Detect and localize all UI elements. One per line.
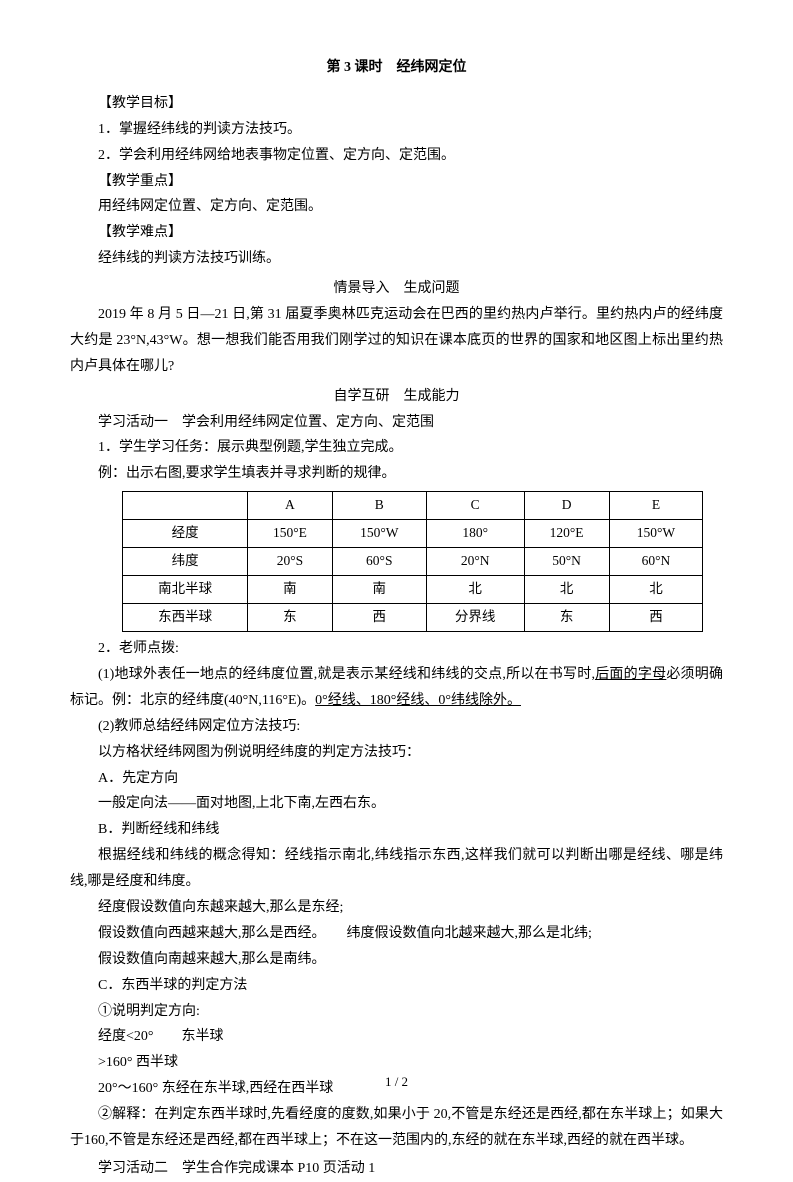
table-cell: 150°W bbox=[609, 520, 703, 548]
task-1: 1．学生学习任务：展示典型例题,学生独立完成。 bbox=[70, 435, 723, 461]
table-row: 经度 150°E 150°W 180° 120°E 150°W bbox=[123, 520, 703, 548]
step-b3: 假设数值向西越来越大,那么是西经。 纬度假设数值向北越来越大,那么是北纬; bbox=[70, 921, 723, 947]
table-cell: 东 bbox=[247, 604, 332, 632]
data-table: A B C D E 经度 150°E 150°W 180° 120°E 150°… bbox=[122, 491, 703, 632]
focus-text: 用经纬网定位置、定方向、定范围。 bbox=[70, 194, 723, 220]
objective-1: 1．掌握经纬线的判读方法技巧。 bbox=[70, 117, 723, 143]
table-cell: 150°E bbox=[247, 520, 332, 548]
heading-scene: 情景导入 生成问题 bbox=[70, 276, 723, 302]
table-cell: 分界线 bbox=[426, 604, 524, 632]
step-b4: 假设数值向南越来越大,那么是南纬。 bbox=[70, 947, 723, 973]
tip1-underline-2: 0°经线、180°经线、0°纬线除外。 bbox=[315, 693, 521, 708]
table-cell: 西 bbox=[609, 604, 703, 632]
step-c2: 经度<20° 东半球 bbox=[70, 1024, 723, 1050]
step-b2: 经度假设数值向东越来越大,那么是东经; bbox=[70, 895, 723, 921]
objective-2: 2．学会利用经纬网给地表事物定位置、定方向、定范围。 bbox=[70, 143, 723, 169]
page-number: 1 / 2 bbox=[0, 1070, 793, 1094]
tip1-text-a: (1)地球外表任一地点的经纬度位置,就是表示某经线和纬线的交点,所以在书写时, bbox=[98, 667, 595, 682]
table-cell: 50°N bbox=[524, 548, 609, 576]
step-a: A．先定方向 bbox=[70, 766, 723, 792]
table-cell: 经度 bbox=[123, 520, 248, 548]
table-cell: 东 bbox=[524, 604, 609, 632]
table-cell: A bbox=[247, 492, 332, 520]
heading-focus: 【教学重点】 bbox=[70, 169, 723, 195]
table-cell: 60°N bbox=[609, 548, 703, 576]
table-cell: 120°E bbox=[524, 520, 609, 548]
activity-2: 学习活动二 学生合作完成课本 P10 页活动 1 bbox=[70, 1156, 723, 1182]
table-cell: 北 bbox=[524, 576, 609, 604]
scene-paragraph: 2019 年 8 月 5 日—21 日,第 31 届夏季奥林匹克运动会在巴西的里… bbox=[70, 302, 723, 380]
table-header-row: A B C D E bbox=[123, 492, 703, 520]
table-cell: C bbox=[426, 492, 524, 520]
table-cell: 60°S bbox=[332, 548, 426, 576]
table-cell: 纬度 bbox=[123, 548, 248, 576]
table-cell: 西 bbox=[332, 604, 426, 632]
table-cell: 南北半球 bbox=[123, 576, 248, 604]
step-c: C．东西半球的判定方法 bbox=[70, 973, 723, 999]
step-b: B．判断经线和纬线 bbox=[70, 817, 723, 843]
heading-objective: 【教学目标】 bbox=[70, 91, 723, 117]
step-b1: 根据经线和纬线的概念得知：经线指示南北,纬线指示东西,这样我们就可以判断出哪是经… bbox=[70, 843, 723, 895]
table-cell: D bbox=[524, 492, 609, 520]
tip-2-sub: 以方格状经纬网图为例说明经纬度的判定方法技巧： bbox=[70, 740, 723, 766]
table-cell: 150°W bbox=[332, 520, 426, 548]
step-a1: 一般定向法——面对地图,上北下南,左西右东。 bbox=[70, 791, 723, 817]
table-cell: 南 bbox=[332, 576, 426, 604]
difficulty-text: 经纬线的判读方法技巧训练。 bbox=[70, 246, 723, 272]
heading-selfstudy: 自学互研 生成能力 bbox=[70, 384, 723, 410]
table-row: 南北半球 南 南 北 北 北 bbox=[123, 576, 703, 604]
table-cell: 东西半球 bbox=[123, 604, 248, 632]
table-cell bbox=[123, 492, 248, 520]
example-intro: 例：出示右图,要求学生填表并寻求判断的规律。 bbox=[70, 461, 723, 487]
table-cell: 北 bbox=[609, 576, 703, 604]
tip1-underline-1: 后面的字母 bbox=[595, 667, 666, 682]
step-c5: ②解释：在判定东西半球时,先看经度的度数,如果小于 20,不管是东经还是西经,都… bbox=[70, 1102, 723, 1154]
activity-1-heading: 学习活动一 学会利用经纬网定位置、定方向、定范围 bbox=[70, 410, 723, 436]
teacher-tip-heading: 2．老师点拨: bbox=[70, 636, 723, 662]
tip-2: (2)教师总结经纬网定位方法技巧: bbox=[70, 714, 723, 740]
step-c1: ①说明判定方向: bbox=[70, 999, 723, 1025]
table-cell: E bbox=[609, 492, 703, 520]
lesson-title: 第 3 课时 经纬网定位 bbox=[70, 55, 723, 81]
table-cell: 北 bbox=[426, 576, 524, 604]
table-row: 东西半球 东 西 分界线 东 西 bbox=[123, 604, 703, 632]
table-cell: 20°N bbox=[426, 548, 524, 576]
table-cell: B bbox=[332, 492, 426, 520]
table-row: 纬度 20°S 60°S 20°N 50°N 60°N bbox=[123, 548, 703, 576]
table-cell: 180° bbox=[426, 520, 524, 548]
tip-1: (1)地球外表任一地点的经纬度位置,就是表示某经线和纬线的交点,所以在书写时,后… bbox=[70, 662, 723, 714]
heading-difficulty: 【教学难点】 bbox=[70, 220, 723, 246]
table-cell: 南 bbox=[247, 576, 332, 604]
table-cell: 20°S bbox=[247, 548, 332, 576]
